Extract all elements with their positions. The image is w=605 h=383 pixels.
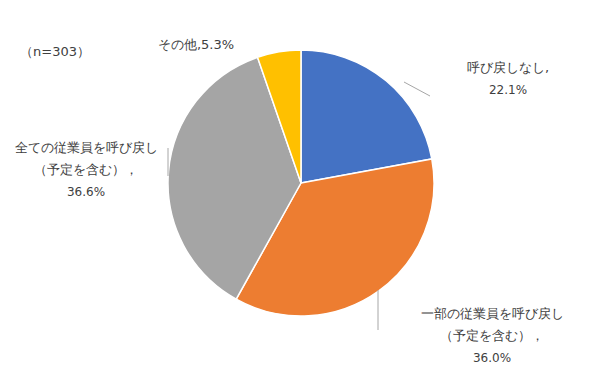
leader-line [378,290,379,330]
slice [258,50,301,183]
leader-line [404,82,430,96]
slices [168,50,434,316]
value-label: 22.1% [489,83,527,97]
chart: 呼び戻しなし, 22.1% 一部の従業員を呼び戻し （予定を含む）， 36.0% 全ての従… [0,0,605,383]
data-label: その他,5.3% [158,37,234,52]
leader-line [168,148,169,176]
category-line: 呼び戻しなし, [467,60,549,75]
value-label: 5.3% [201,37,234,52]
category-label: 一部の従業員を呼び戻し （予定を含む）， [421,306,564,343]
category-label: 呼び戻しなし, [467,60,549,75]
category-line: 全ての従業員を呼び戻し [15,140,158,155]
value-label: 36.6% [67,185,105,199]
category-label: その他, [158,37,201,52]
category-label: 全ての従業員を呼び戻し （予定を含む）， [15,140,158,177]
annotation: （n=303） [20,44,90,59]
category-line: （予定を含む）， [34,162,138,177]
category-line: 一部の従業員を呼び戻し [421,306,564,321]
category-line: （予定を含む）， [440,328,544,343]
value-label: 36.0% [473,351,511,365]
